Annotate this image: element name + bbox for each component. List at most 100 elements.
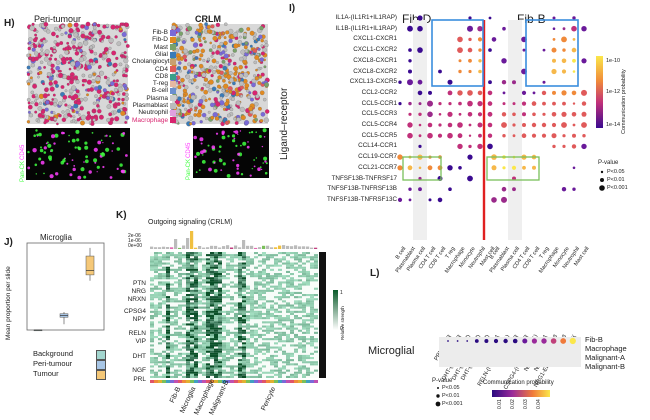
lr-dot: [487, 101, 493, 106]
k-outgoing-bar: [286, 245, 290, 249]
lr-dot: [542, 80, 546, 84]
lr-dot: [407, 25, 413, 32]
lr-dot: [397, 197, 403, 202]
k-celltype-band: [214, 380, 218, 383]
lr-dot: [581, 111, 587, 117]
legend-label: B-cell: [151, 87, 168, 95]
lr-dot: [487, 90, 493, 96]
k-row-label: DHT: [132, 353, 146, 360]
legend-label: Fib-B: [152, 29, 168, 36]
k-celltype-band: [262, 380, 266, 383]
legend-item-neutrophil: Neutrophil: [132, 109, 176, 117]
k-outgoing-bar: [158, 247, 162, 249]
k-outgoing-bar: [298, 246, 302, 249]
legend-swatch: [170, 37, 176, 44]
k-scale-bar: [333, 290, 338, 330]
lr-dot: [418, 144, 422, 148]
fib-d-ccr7-box: [402, 156, 442, 181]
lr-dot: [491, 165, 497, 171]
k-ytick-2: 0e+00: [128, 243, 143, 249]
fib-b-highlight-box: [525, 19, 579, 87]
lr-row-label: CXCL8-CXCR2: [353, 67, 397, 75]
lr-dot: [457, 36, 463, 43]
lr-dot: [561, 187, 567, 192]
k-outgoing-bar: [182, 245, 186, 249]
lr-dot: [501, 186, 507, 192]
lr-dot: [541, 122, 547, 128]
k-outgoing-bar: [230, 247, 234, 249]
j-legend-swatch: [96, 370, 106, 380]
k-outgoing-bar: [206, 247, 210, 249]
k-outgoing-bar: [186, 238, 190, 249]
lr-dot: [478, 69, 482, 74]
legend-item-cholangiocyte: Cholangiocyte: [132, 58, 176, 66]
j-legend-label: Peri-tumour: [33, 359, 73, 368]
lr-dot: [467, 47, 473, 53]
k-celltype-band: [258, 380, 262, 383]
k-outgoing-bar: [222, 246, 226, 249]
k-celltype-band: [282, 380, 286, 383]
lr-dot: [468, 123, 472, 127]
lr-dot: [477, 26, 483, 32]
lr-dot: [581, 101, 587, 106]
legend-label: Plasma: [146, 94, 168, 102]
k-outgoing-bar: [174, 239, 178, 249]
lr-dot: [532, 165, 536, 170]
lr-dot: [522, 165, 526, 170]
legend-item-cd4: CD4: [132, 66, 176, 74]
l-dot: [569, 337, 576, 345]
k-outgoing-bar: [194, 247, 198, 249]
lr-dot: [512, 134, 516, 138]
k-row-label: RELN: [128, 330, 146, 337]
lr-dot: [417, 47, 423, 53]
legend-item-plasma: Plasma: [132, 95, 176, 103]
k-outgoing-bar: [226, 245, 230, 249]
lr-dot: [581, 58, 587, 64]
lr-dot: [418, 102, 422, 106]
l-colorbar: [492, 390, 550, 397]
k-outgoing-bar: [290, 246, 294, 249]
lr-dot: [561, 58, 567, 64]
lr-dot: [447, 90, 453, 96]
lr-dot: [438, 123, 442, 127]
lr-dot: [408, 69, 412, 74]
legend-swatch: [170, 80, 176, 87]
lr-dot: [552, 38, 556, 41]
lr-dot: [418, 123, 422, 127]
lr-row-label: CXCL8-CXCR1: [353, 56, 397, 64]
lr-dot: [491, 37, 497, 42]
lr-dot: [561, 122, 567, 128]
lr-dot: [417, 25, 423, 32]
lr-dot: [552, 101, 556, 106]
k-row-label: NRXN: [127, 296, 146, 303]
k-celltype-band: [218, 380, 222, 383]
lr-dot: [427, 122, 433, 128]
lr-dot: [408, 59, 412, 63]
l-cb-tick: 0.02: [510, 399, 516, 409]
l-dot: [447, 340, 449, 342]
lr-dot: [407, 132, 413, 139]
k-outgoing-bar: [202, 247, 206, 249]
lr-dot: [408, 101, 412, 106]
legend-swatch: [170, 51, 176, 58]
lr-dot: [417, 90, 423, 96]
lr-dot: [457, 143, 463, 150]
lr-dot: [447, 122, 453, 128]
k-outgoing-bar: [306, 246, 310, 249]
k-celltype-band: [274, 380, 278, 383]
k-outgoing-bar: [242, 240, 246, 249]
k-celltype-band: [298, 380, 302, 383]
lr-dot: [551, 47, 557, 53]
panel-k-title: Outgoing signaling (CRLM): [148, 219, 233, 226]
lr-dot: [467, 112, 473, 117]
lr-dot: [572, 16, 576, 20]
legend-label: Plasmablast: [132, 102, 168, 109]
lr-dot: [477, 112, 483, 117]
fib-b-ccr7-box: [486, 156, 540, 181]
k-row-label: PTN: [133, 280, 146, 287]
k-outgoing-bar: [150, 246, 154, 249]
lr-dot: [408, 198, 412, 202]
lr-dot: [398, 102, 402, 106]
lr-dot: [418, 176, 422, 181]
